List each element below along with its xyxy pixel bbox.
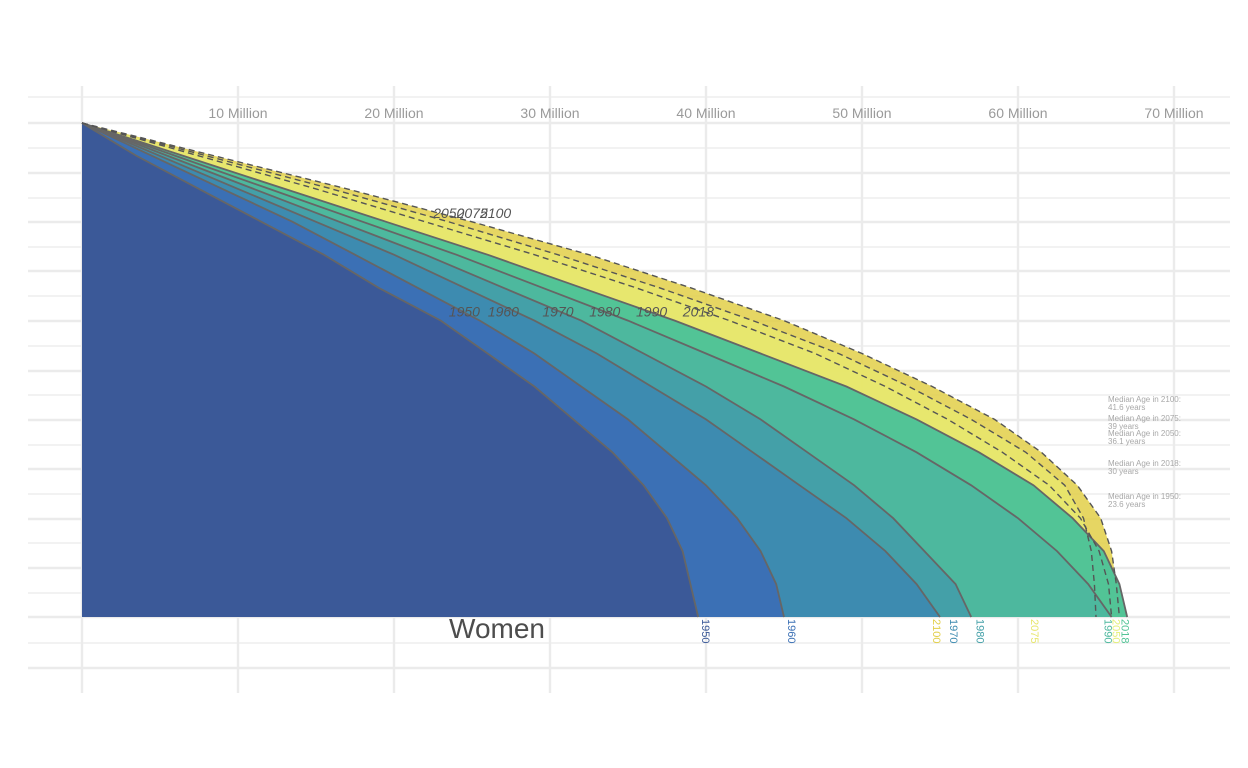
x-tick-label: 40 Million <box>676 105 735 121</box>
median-note: Median Age in 2050: 36.1 years <box>1108 429 1181 446</box>
curve-label-1960: 1960 <box>488 304 519 320</box>
curve-label-1980: 1980 <box>589 304 620 320</box>
curve-line-2075 <box>81 122 1097 618</box>
median-note: Median Age in 2075: 39 years <box>1108 414 1181 431</box>
year-tag-1990: 1990 <box>1101 619 1113 643</box>
x-tick-label: 70 Million <box>1144 105 1203 121</box>
x-tick-label: 60 Million <box>988 105 1047 121</box>
year-tag-1960: 1960 <box>785 619 797 643</box>
curve-label-2075: 2075 <box>456 205 488 221</box>
curve-label-2050: 2050 <box>432 205 464 221</box>
x-tick-label: 20 Million <box>364 105 423 121</box>
curve-label-1970: 1970 <box>542 304 573 320</box>
year-tag-1970: 1970 <box>947 619 959 643</box>
median-note: Median Age in 2018: 30 years <box>1108 459 1181 476</box>
year-tag-2018: 2018 <box>1119 619 1131 643</box>
year-tag-2100: 2100 <box>930 619 942 643</box>
curve-line-2050 <box>81 122 1113 618</box>
median-note: Median Age in 2100: 41.6 years <box>1108 395 1181 412</box>
curve-label-2100: 2100 <box>479 205 511 221</box>
x-tick-label: 10 Million <box>208 105 267 121</box>
curve-line-1960 <box>81 122 785 618</box>
x-tick-labels: 10 Million 20 Million 30 Million 40 Million… <box>208 105 1203 121</box>
curve-line-1980 <box>81 122 973 618</box>
curve-line-2018 <box>81 122 1129 618</box>
curve-lines <box>81 122 1129 618</box>
curve-label-1990: 1990 <box>636 304 667 320</box>
year-tag-1980: 1980 <box>974 619 986 643</box>
curve-label-2018: 2018 <box>682 304 714 320</box>
curve-label-1950: 1950 <box>449 304 480 320</box>
curve-line-1990 <box>81 122 1113 618</box>
median-note: Median Age in 1950: 23.6 years <box>1108 492 1181 509</box>
curve-line-1970 <box>81 122 941 618</box>
x-tick-label: 50 Million <box>832 105 891 121</box>
year-tag-2075: 2075 <box>1028 619 1040 643</box>
year-tag-2050: 2050 <box>1109 619 1121 643</box>
curve-line-2100 <box>81 122 1121 618</box>
gender-label: Women <box>449 613 545 644</box>
x-tick-label: 30 Million <box>520 105 579 121</box>
curve-line-1950 <box>81 122 700 618</box>
area-1950 <box>82 123 699 617</box>
median-age-notes: Median Age in 2100: 41.6 years Median Age … <box>1108 395 1181 509</box>
year-tag-1950: 1950 <box>699 619 711 643</box>
